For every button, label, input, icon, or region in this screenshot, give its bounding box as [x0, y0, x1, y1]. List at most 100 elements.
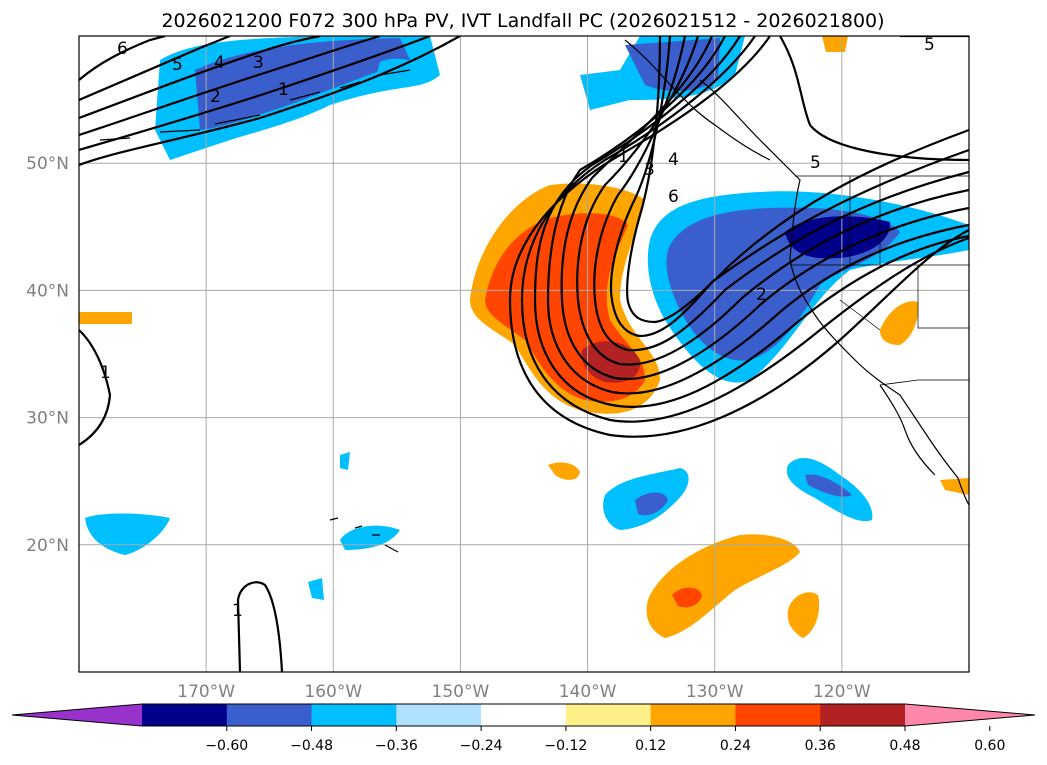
- colorbar-extend-high: [905, 704, 1035, 726]
- contour-label: 3: [253, 53, 264, 73]
- pv-trough-9: [626, 36, 969, 324]
- north-america-coastline: [699, 79, 969, 506]
- colorbar-segment: [226, 704, 313, 726]
- negative-blob-alaska-coast: [375, 58, 435, 86]
- colorbar-outline: [11, 703, 1036, 727]
- contour-labels: 6 5 4 3 2 1 1 3 4 6 5 2 1 1 5: [100, 35, 935, 621]
- longitude-label: 130°W: [686, 682, 744, 702]
- pv-contour-southwest: [236, 581, 284, 672]
- bc-alaska-coast: [624, 39, 771, 161]
- positive-core-south: [672, 587, 702, 608]
- shaded-pc-field: [79, 36, 969, 638]
- colorbar-segment: [481, 704, 567, 726]
- colorbar-label: −0.60: [205, 738, 248, 754]
- positive-blob-mexico: [940, 478, 969, 495]
- positive-max-central: [581, 341, 641, 383]
- latitude-label: 20°N: [26, 536, 69, 556]
- state-borders: [790, 176, 969, 331]
- pv-contour-6: [79, 36, 166, 81]
- negative-core-south-central: [635, 492, 668, 516]
- longitude-label: 160°W: [304, 682, 362, 702]
- positive-blob-gulf-of-alaska: [822, 36, 848, 52]
- colorbar-label: 0.48: [889, 738, 920, 754]
- negative-blob-small-2: [308, 578, 324, 600]
- contour-label: 6: [668, 187, 679, 207]
- colorbar-label: 0.24: [720, 738, 751, 754]
- contour-label: 6: [117, 39, 128, 59]
- contour-label: 1: [618, 147, 629, 167]
- pv-trough-4: [546, 36, 969, 395]
- positive-area-south: [646, 534, 800, 638]
- negative-blob-hawaii: [340, 525, 400, 550]
- pv-contour-west: [79, 329, 112, 446]
- colorbar-label: −0.48: [290, 738, 333, 754]
- pv-trough-5: [560, 36, 969, 380]
- pv-contours: [79, 36, 969, 672]
- longitude-label: 140°W: [559, 682, 617, 702]
- colorbar-label: 0.12: [635, 738, 666, 754]
- contour-label: 1: [100, 363, 111, 383]
- pv-contour-2: [79, 36, 431, 152]
- pv-trough-10: [779, 36, 969, 162]
- colorbar-segment: [565, 704, 652, 726]
- colorbar-segment: [820, 704, 906, 726]
- negative-blob-small-1: [340, 452, 350, 470]
- longitude-label: 170°W: [177, 682, 235, 702]
- negative-core-northwest: [195, 38, 410, 130]
- longitude-label: 150°W: [432, 682, 490, 702]
- us-mexico-border: [879, 379, 969, 386]
- pv-trough-8: [609, 36, 969, 338]
- positive-blob-west: [79, 312, 132, 324]
- pv-trough-2: [520, 36, 969, 423]
- contour-label: 3: [644, 160, 655, 180]
- contour-label: 4: [214, 53, 225, 73]
- longitude-ticks: 170°W 160°W 150°W 140°W 130°W 120°W: [177, 682, 871, 702]
- colorbar-label: −0.12: [544, 738, 587, 754]
- contour-label: 4: [668, 150, 679, 170]
- pv-contour-5: [79, 36, 231, 102]
- hawaii-islands: [329, 517, 399, 553]
- pv-trough-outer: [508, 36, 969, 438]
- pv-trough-7: [593, 36, 969, 352]
- colorbar-segment: [735, 704, 821, 726]
- contour-label: 5: [924, 35, 935, 55]
- map-frame: [78, 35, 970, 673]
- colorbar-segment: [311, 704, 397, 726]
- figure-title: 2026021200 F072 300 hPa PV, IVT Landfall…: [161, 10, 884, 32]
- colorbar-extend-low: [12, 704, 142, 726]
- colorbar-label: 0.60: [974, 738, 1005, 754]
- colorbar-segment: [650, 704, 736, 726]
- contour-label: 5: [172, 55, 183, 75]
- colorbar: −0.60 −0.48 −0.36 −0.24 −0.12 0.12 0.24 0.36 0.4…: [11, 703, 1036, 754]
- colorbar-segment: [396, 704, 482, 726]
- colorbar-label: 0.36: [805, 738, 836, 754]
- latitude-ticks: 20°N 30°N 40°N 50°N: [26, 154, 69, 556]
- positive-blob-nevada: [880, 301, 919, 345]
- positive-blob-southeast: [787, 592, 820, 638]
- pv-contour-3: [79, 36, 381, 137]
- negative-max-east: [785, 216, 891, 259]
- map-panel: 6 5 4 3 2 1 1 3 4 6 5 2 1 1 5 170°W 160°W…: [26, 35, 970, 702]
- pv-contour-1: [79, 36, 461, 167]
- contour-label: 2: [756, 285, 767, 305]
- pv-trough-6: [576, 36, 969, 366]
- contour-label: 2: [210, 87, 221, 107]
- contour-label: 1: [232, 601, 243, 621]
- latitude-label: 30°N: [26, 409, 69, 429]
- colorbar-label: −0.36: [375, 738, 418, 754]
- contour-label: 1: [278, 80, 289, 100]
- graticule: [79, 36, 969, 672]
- positive-blob-subtropical: [548, 462, 580, 480]
- contour-label: 5: [810, 153, 821, 173]
- negative-blob-east-edge: [955, 228, 969, 250]
- negative-core-baja: [805, 474, 852, 497]
- colorbar-label: −0.24: [460, 738, 503, 754]
- colorbar-segment: [142, 704, 228, 726]
- longitude-label: 120°W: [813, 682, 871, 702]
- pv-trough-3: [533, 36, 969, 408]
- baja-california: [879, 384, 936, 476]
- pv-contour-4: [79, 36, 321, 120]
- latitude-label: 40°N: [26, 281, 69, 301]
- latitude-label: 50°N: [26, 154, 69, 174]
